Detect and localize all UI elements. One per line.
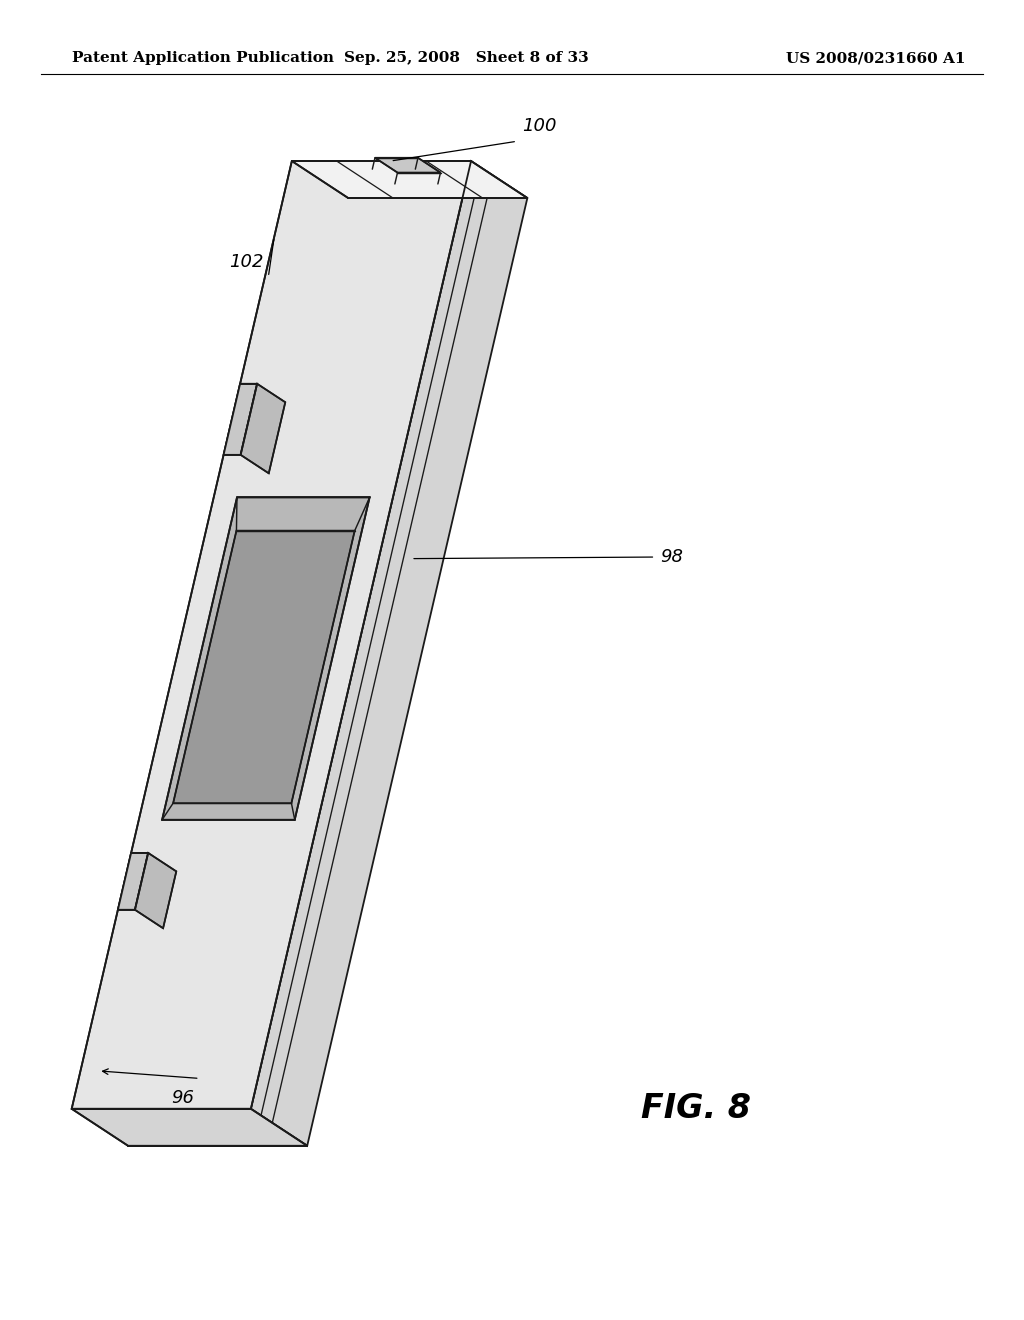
Polygon shape	[292, 161, 527, 198]
Polygon shape	[223, 384, 257, 455]
Polygon shape	[118, 853, 148, 909]
Text: 100: 100	[522, 116, 557, 135]
Polygon shape	[162, 498, 370, 820]
Text: 96: 96	[172, 1089, 195, 1107]
Polygon shape	[173, 531, 354, 803]
Text: 102: 102	[228, 252, 263, 271]
Polygon shape	[72, 1109, 307, 1146]
Polygon shape	[241, 384, 286, 474]
Text: Sep. 25, 2008   Sheet 8 of 33: Sep. 25, 2008 Sheet 8 of 33	[343, 51, 589, 65]
Text: FIG. 8: FIG. 8	[641, 1093, 752, 1125]
Polygon shape	[251, 161, 527, 1146]
Polygon shape	[72, 161, 471, 1109]
Text: US 2008/0231660 A1: US 2008/0231660 A1	[785, 51, 966, 65]
Polygon shape	[135, 853, 176, 928]
Polygon shape	[375, 158, 440, 173]
Text: 98: 98	[660, 548, 683, 566]
Text: Patent Application Publication: Patent Application Publication	[72, 51, 334, 65]
